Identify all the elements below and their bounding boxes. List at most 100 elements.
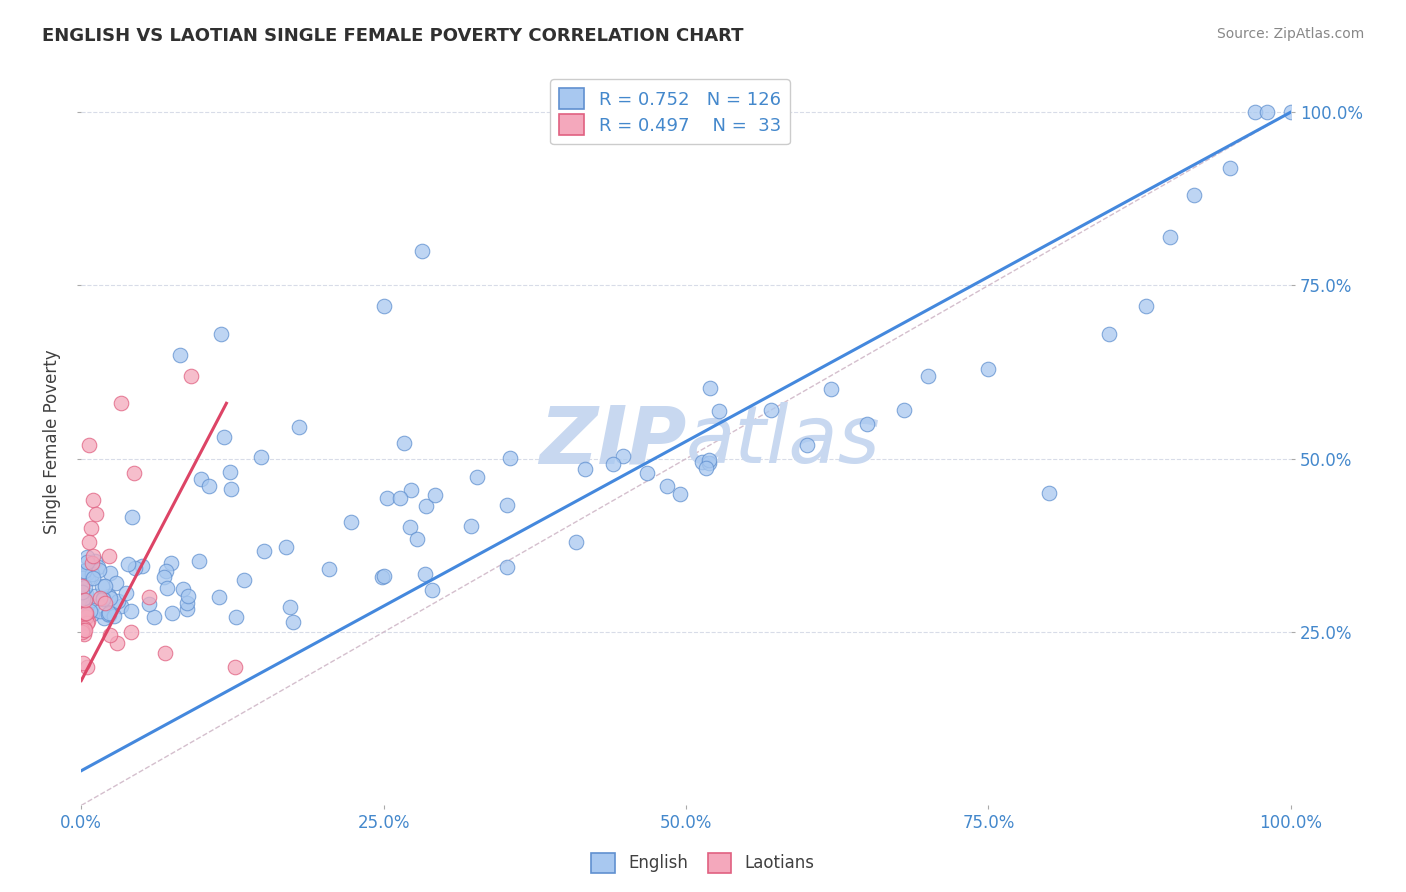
Point (198, 479, 221, 493)
Point (94, 596, 117, 610)
Point (1182, 188, 1205, 202)
Point (80, 521, 103, 535)
Point (172, 582, 194, 596)
Point (1279, 105, 1302, 120)
Point (77, 438, 100, 452)
Point (84, 554, 107, 568)
Point (169, 348, 191, 362)
Point (190, 472, 212, 486)
Point (124, 561, 146, 575)
Point (75, 607, 97, 621)
Point (420, 583, 443, 598)
Point (76, 660, 98, 674)
Point (121, 510, 143, 524)
Point (72, 594, 94, 608)
Point (142, 609, 165, 624)
Point (699, 381, 721, 395)
Point (250, 450, 273, 465)
Text: ZIP: ZIP (538, 402, 686, 481)
Point (695, 460, 717, 475)
Point (176, 596, 198, 610)
Point (690, 455, 713, 469)
Point (208, 591, 231, 605)
Point (160, 556, 183, 570)
Point (98, 566, 121, 580)
Point (399, 519, 422, 533)
Point (94, 579, 117, 593)
Point (406, 533, 429, 547)
Point (612, 449, 634, 463)
Point (495, 498, 517, 512)
Point (82, 599, 104, 613)
Point (1038, 486, 1060, 500)
Point (214, 430, 236, 444)
Point (72, 591, 94, 606)
Point (1219, 161, 1241, 175)
Point (72, 624, 94, 639)
Point (565, 535, 588, 549)
Point (371, 570, 394, 584)
Point (87, 563, 110, 577)
Point (76, 555, 98, 569)
Point (697, 456, 720, 470)
Point (107, 636, 129, 650)
Point (153, 570, 176, 584)
Point (98, 591, 121, 605)
Point (75, 587, 97, 601)
Point (75, 563, 97, 577)
Point (499, 451, 522, 466)
Point (496, 560, 519, 574)
Point (122, 466, 145, 480)
Point (977, 361, 1000, 376)
Point (176, 602, 198, 616)
Point (759, 403, 782, 417)
Point (180, 368, 202, 383)
Point (75, 607, 97, 621)
Point (107, 593, 129, 607)
Point (75, 610, 97, 624)
Point (221, 482, 243, 496)
Legend: R = 0.752   N = 126, R = 0.497    N =  33: R = 0.752 N = 126, R = 0.497 N = 33 (550, 79, 790, 145)
Point (89, 604, 111, 618)
Point (97, 549, 120, 563)
Point (103, 609, 125, 624)
Point (73, 564, 96, 578)
Text: ENGLISH VS LAOTIAN SINGLE FEMALE POVERTY CORRELATION CHART: ENGLISH VS LAOTIAN SINGLE FEMALE POVERTY… (42, 27, 744, 45)
Point (373, 569, 395, 583)
Point (225, 610, 247, 624)
Point (73, 623, 96, 637)
Point (274, 541, 297, 555)
Point (120, 625, 142, 640)
Point (72, 579, 94, 593)
Point (156, 581, 179, 595)
Point (401, 483, 423, 497)
Point (288, 420, 311, 434)
Point (893, 403, 915, 417)
Point (856, 417, 879, 431)
Point (209, 326, 232, 341)
Point (75, 580, 97, 594)
Point (115, 585, 138, 599)
Point (76, 566, 98, 580)
Point (98, 589, 121, 603)
Point (82, 493, 104, 508)
Point (120, 604, 142, 618)
Point (697, 453, 720, 467)
Point (117, 558, 139, 572)
Point (233, 573, 256, 587)
Point (110, 599, 132, 613)
Point (72, 656, 94, 670)
Text: Source: ZipAtlas.com: Source: ZipAtlas.com (1216, 27, 1364, 41)
Point (413, 566, 436, 581)
Point (318, 562, 340, 576)
Point (80, 567, 103, 582)
Point (76, 549, 98, 564)
Point (392, 435, 415, 450)
Point (188, 554, 211, 568)
Point (82, 572, 104, 586)
Text: atlas: atlas (686, 402, 880, 481)
Point (100, 628, 122, 642)
Point (1256, 105, 1278, 120)
Point (339, 515, 361, 529)
Point (91, 591, 114, 605)
